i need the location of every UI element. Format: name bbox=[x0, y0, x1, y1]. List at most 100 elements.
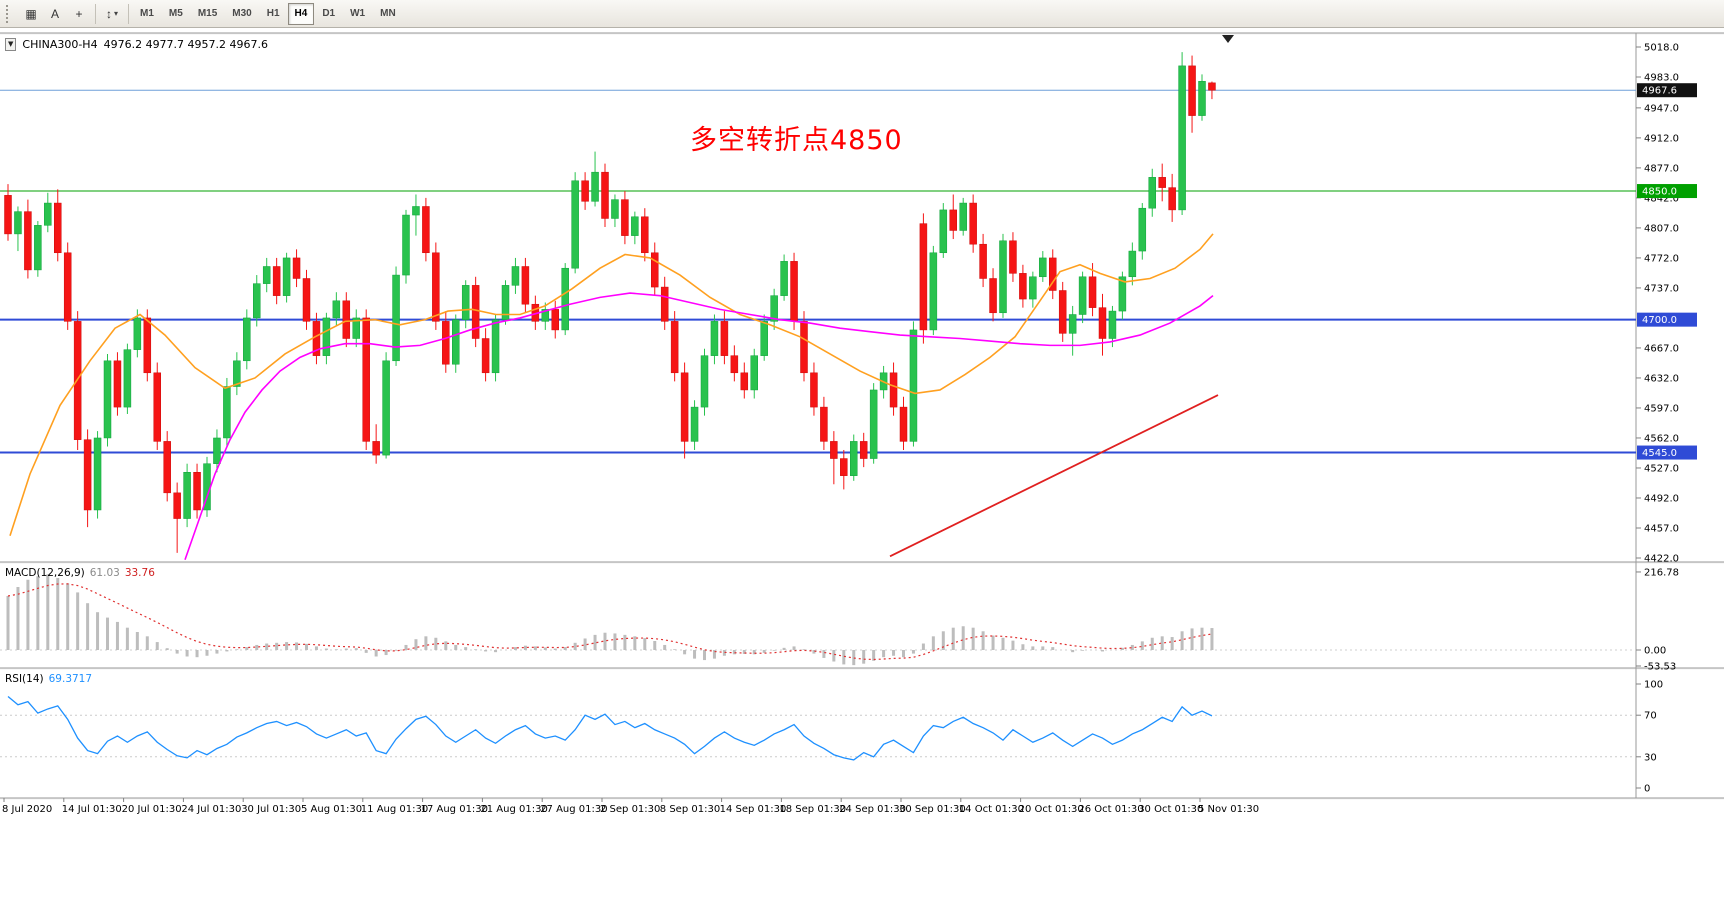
candle-body bbox=[551, 309, 559, 331]
time-axis-label: 30 Sep 01:30 bbox=[899, 804, 966, 815]
candle-body bbox=[1158, 177, 1166, 188]
macd-main-value: 61.03 bbox=[89, 567, 120, 579]
macd-label: MACD(12,26,9) 61.03 33.76 bbox=[5, 567, 155, 579]
candle-body bbox=[690, 406, 699, 442]
candle-body bbox=[889, 372, 898, 408]
candle-body bbox=[830, 441, 838, 459]
candle-body bbox=[392, 274, 400, 362]
candle-body bbox=[1138, 207, 1147, 252]
candle-body bbox=[770, 295, 778, 322]
candle-body bbox=[432, 252, 440, 322]
candle-body bbox=[700, 355, 709, 408]
draw-tools-button[interactable]: ↕ ▾ bbox=[100, 3, 124, 25]
rsi-axis-label: 70 bbox=[1644, 711, 1657, 722]
candle-body bbox=[939, 209, 948, 254]
trend-line[interactable] bbox=[889, 394, 1219, 558]
time-axis-label: 17 Aug 01:30 bbox=[421, 804, 488, 815]
time-axis-label: 20 Oct 01:30 bbox=[1019, 804, 1084, 815]
candle-body bbox=[591, 171, 599, 202]
macd-axis-label: 0.00 bbox=[1644, 646, 1666, 657]
candle-body bbox=[710, 321, 719, 356]
candle-body bbox=[352, 317, 360, 339]
candle-body bbox=[850, 441, 858, 476]
time-axis-label: 24 Jul 01:30 bbox=[181, 804, 241, 815]
timeframe-button-M5[interactable]: M5 bbox=[162, 3, 190, 25]
candle-body bbox=[949, 209, 957, 231]
price-badge-4545.0 bbox=[1637, 445, 1697, 460]
crosshair-tool-icon[interactable]: + bbox=[67, 3, 91, 25]
candle-body bbox=[332, 300, 341, 319]
candle-body bbox=[1098, 307, 1107, 339]
timeframe-button-M15[interactable]: M15 bbox=[191, 3, 224, 25]
price-scale[interactable]: 5018.0 4983.0 4947.0 4912.0 4877.0 4842.0 4807… bbox=[1636, 43, 1697, 565]
chart-annotation[interactable]: 多空转折点4850 bbox=[690, 125, 903, 156]
timeframe-button-H4[interactable]: H4 bbox=[287, 2, 315, 25]
rsi-axis-label: 100 bbox=[1644, 680, 1663, 691]
candle-body bbox=[810, 372, 818, 408]
candle-body bbox=[631, 216, 639, 236]
candle-body bbox=[521, 266, 530, 305]
panel-separators bbox=[0, 32, 1724, 800]
chart-shift-marker bbox=[1222, 35, 1234, 43]
macd-panel: 216.78 0.00 -53.53 bbox=[0, 567, 1679, 673]
candle-body bbox=[302, 278, 311, 322]
toolbar-grip[interactable] bbox=[6, 4, 13, 23]
price-axis-label: 4947.0 bbox=[1644, 103, 1679, 114]
time-axis-label: 2 Sep 01:30 bbox=[600, 804, 660, 815]
timeframe-button-MN[interactable]: MN bbox=[373, 3, 403, 25]
ma-slow-orange-line[interactable] bbox=[9, 233, 1214, 536]
price-axis-label: 4737.0 bbox=[1644, 283, 1679, 294]
timeframe-button-H1[interactable]: H1 bbox=[260, 3, 287, 25]
text-tool-icon[interactable]: A bbox=[43, 3, 67, 25]
candle-body bbox=[1148, 177, 1156, 209]
candle-body bbox=[581, 180, 589, 202]
price-axis-label: 4877.0 bbox=[1644, 163, 1679, 174]
time-axis-label: 5 Nov 01:30 bbox=[1198, 804, 1259, 815]
price-axis-label: 4912.0 bbox=[1644, 133, 1679, 144]
candle-body bbox=[1049, 257, 1057, 291]
candle-body bbox=[103, 360, 112, 439]
candle-body bbox=[1019, 273, 1027, 300]
candle-body bbox=[193, 472, 201, 511]
candle-body bbox=[133, 317, 142, 350]
candle-body bbox=[422, 206, 430, 254]
candle-body bbox=[342, 300, 351, 339]
candle-body bbox=[780, 261, 788, 296]
candle-body bbox=[292, 257, 301, 279]
candle-body bbox=[1009, 240, 1017, 274]
candle-body bbox=[541, 309, 550, 322]
time-axis-label: 24 Sep 01:30 bbox=[839, 804, 906, 815]
time-axis-label: 8 Sep 01:30 bbox=[660, 804, 720, 815]
candle-body bbox=[223, 386, 231, 439]
candle-body bbox=[262, 266, 271, 284]
timeframe-button-D1[interactable]: D1 bbox=[315, 3, 342, 25]
candle-body bbox=[1118, 276, 1127, 312]
candle-body bbox=[34, 225, 42, 271]
time-axis[interactable]: 8 Jul 2020 14 Jul 01:30 20 Jul 01:30 24 Jul… bbox=[2, 798, 1259, 815]
price-axis-label: 4807.0 bbox=[1644, 223, 1679, 234]
draw-tools-icon: ↕ bbox=[105, 6, 112, 21]
price-badge-4700.0 bbox=[1637, 312, 1697, 327]
candle-body bbox=[959, 202, 967, 231]
horizontal-level-lines[interactable] bbox=[0, 89, 1636, 454]
time-axis-label: 14 Jul 01:30 bbox=[62, 804, 122, 815]
candle-body bbox=[461, 285, 470, 320]
candle-body bbox=[859, 441, 868, 459]
timeframe-button-M1[interactable]: M1 bbox=[133, 3, 161, 25]
candle-body bbox=[1039, 257, 1047, 278]
rsi-axis-label: 30 bbox=[1644, 752, 1657, 763]
timeframe-button-W1[interactable]: W1 bbox=[343, 3, 372, 25]
candle-body bbox=[1058, 290, 1067, 334]
ma-fast-magenta-line[interactable] bbox=[184, 292, 1214, 560]
candle-body bbox=[4, 195, 12, 235]
candle-body bbox=[979, 243, 987, 279]
candle-body bbox=[1168, 187, 1176, 211]
timeframe-button-M30[interactable]: M30 bbox=[225, 3, 258, 25]
chart-grid-icon[interactable]: ▦ bbox=[19, 3, 43, 25]
symbol-dropdown-icon[interactable]: ▼ bbox=[5, 38, 17, 51]
candle-body bbox=[1068, 314, 1077, 334]
time-axis-label: 18 Sep 01:30 bbox=[779, 804, 846, 815]
candle-body bbox=[143, 317, 152, 374]
time-axis-label: 14 Sep 01:30 bbox=[720, 804, 787, 815]
